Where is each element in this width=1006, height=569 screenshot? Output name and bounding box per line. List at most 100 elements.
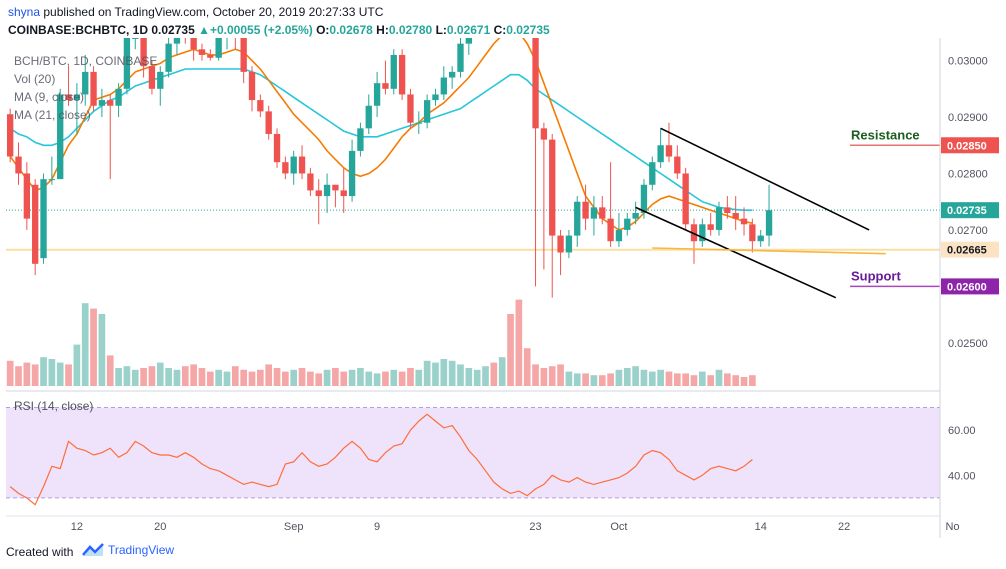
volume-bar <box>73 344 81 386</box>
volume-bar <box>307 371 314 386</box>
brand-name: TradingView <box>108 543 175 557</box>
volume-bar <box>515 299 523 386</box>
candle-body <box>599 207 606 219</box>
author-name[interactable]: shyna <box>8 5 41 19</box>
candle-body <box>240 38 247 72</box>
volume-bar <box>31 364 39 386</box>
low-label: L: <box>435 23 447 37</box>
tradingview-brand[interactable]: TradingView <box>82 543 174 557</box>
candle-body <box>140 38 147 67</box>
candle-body <box>765 210 773 236</box>
volume-bar <box>131 369 139 386</box>
price-change: +0.00055 (+2.05%) <box>209 23 313 37</box>
candle-body <box>165 43 172 72</box>
candle-body <box>123 38 131 89</box>
time-tick-label: Sep <box>284 521 304 533</box>
candle-body <box>273 133 281 163</box>
volume-bar <box>557 364 564 386</box>
volume-bar <box>215 369 222 386</box>
candle-body <box>649 162 656 185</box>
price-tag <box>941 137 999 154</box>
candle-body <box>190 38 197 50</box>
volume-bar <box>98 314 106 386</box>
candle-body <box>398 54 406 95</box>
price-tag <box>941 278 999 295</box>
legend-entry: MA (21, close) <box>14 108 91 122</box>
volume-bar <box>732 375 740 386</box>
candle-body <box>132 38 139 39</box>
volume-bar <box>423 360 431 386</box>
price-tick-label: 0.02500 <box>948 338 988 350</box>
price-tag-label: 0.02850 <box>947 140 987 152</box>
volume-bar <box>657 369 664 386</box>
candle-body <box>215 38 222 58</box>
candle-body <box>415 122 422 124</box>
candle-body <box>707 224 714 230</box>
volume-bar <box>165 368 172 386</box>
volume-bar <box>482 366 489 386</box>
publish-line: shyna published on TradingView.com, Octo… <box>8 5 383 19</box>
open-value: 0.02678 <box>329 23 373 37</box>
volume-bar <box>665 371 673 386</box>
rsi-legend: RSI (14, close) <box>14 399 93 413</box>
candle-body <box>340 190 347 197</box>
candle-body <box>265 111 272 134</box>
volume-bar <box>148 366 156 386</box>
volume-bar <box>231 366 239 386</box>
candle-body <box>7 114 14 157</box>
volume-bar <box>156 362 164 386</box>
volume-bar <box>724 373 731 386</box>
candle-body <box>565 235 573 253</box>
time-tick-label: Oct <box>610 521 627 533</box>
candle-body <box>323 184 331 197</box>
volume-bar <box>607 373 614 386</box>
volume-bar <box>640 369 648 386</box>
volume-bar <box>440 359 448 386</box>
created-with-label: Created with <box>6 545 74 559</box>
volume-bar <box>457 364 464 386</box>
time-tick-label: 23 <box>529 521 541 533</box>
volume-bar <box>90 308 97 386</box>
candle-body <box>390 54 397 89</box>
candle-body <box>98 100 106 106</box>
candle-body <box>173 38 181 44</box>
legend-entry: MA (9, close) <box>14 90 84 104</box>
volume-bar <box>282 371 289 386</box>
time-tick-label: 22 <box>838 521 850 533</box>
volume-bar <box>673 373 681 386</box>
candle-body <box>632 213 639 219</box>
candle-body <box>365 105 372 129</box>
candle-body <box>657 145 664 163</box>
volume-bar <box>290 369 298 386</box>
volume-bar <box>590 375 598 386</box>
price-pane-background <box>6 38 940 388</box>
volume-bar <box>190 364 197 386</box>
legend-entry: BCH/BTC, 1D, COINBASE <box>14 54 157 68</box>
candle-body <box>82 71 89 95</box>
price-tag-label: 0.02735 <box>947 205 987 217</box>
price-tick-label: 0.02700 <box>948 225 988 237</box>
volume-bar <box>40 357 47 386</box>
volume-bar <box>181 366 189 386</box>
channel-lower-line <box>635 206 837 299</box>
channel-upper-line <box>660 127 870 231</box>
candle-body <box>32 184 39 264</box>
volume-bar <box>265 364 273 386</box>
candle-body <box>699 224 706 242</box>
time-tick-label: 12 <box>71 521 83 533</box>
axes: 0.03000 0.02900 0.02800 0.02700 0.02500 0.028… <box>6 38 999 538</box>
volume-bar <box>465 368 473 386</box>
candle-body <box>348 150 356 197</box>
volume-bar <box>715 369 723 386</box>
candle-body <box>90 71 97 106</box>
volume-bar <box>298 368 306 386</box>
candle-body <box>440 77 447 95</box>
candle-body <box>690 224 698 242</box>
price-chart[interactable]: Resistance Support BCH/BTC, 1D, COINBASE Vo… <box>0 38 1006 538</box>
volume-bar <box>173 369 181 386</box>
candle-body <box>448 71 456 78</box>
volume-bar <box>273 368 281 386</box>
volume-bar <box>540 368 548 386</box>
rsi-pane: RSI (14, close) <box>6 399 940 506</box>
volume-bar <box>632 366 639 386</box>
